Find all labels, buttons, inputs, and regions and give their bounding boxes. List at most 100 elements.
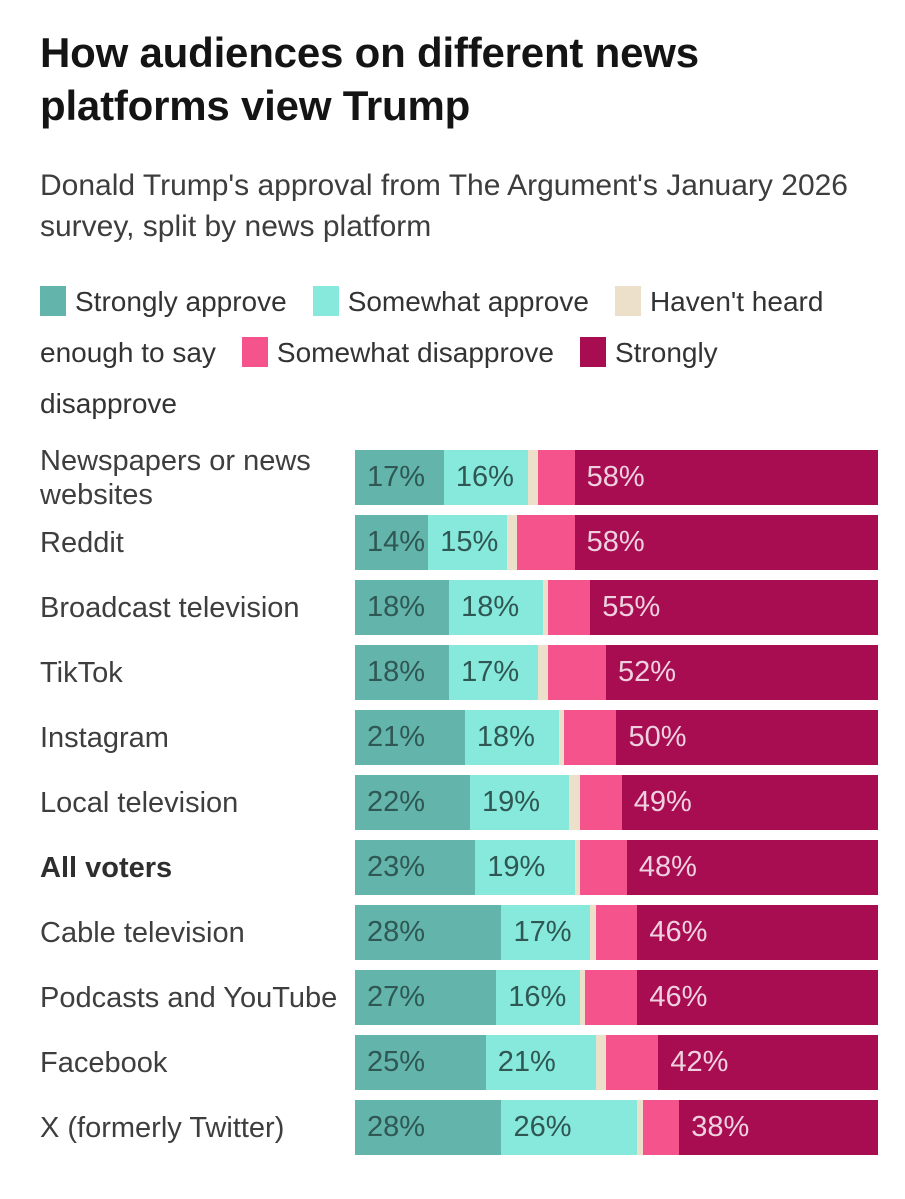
stacked-bar: 25% 21% 42% xyxy=(355,1035,878,1090)
stacked-bar: 14% 15% 58% xyxy=(355,515,878,570)
bar-value-label: 28% xyxy=(367,1111,426,1143)
bar-segment-somewhat-disapprove xyxy=(579,775,622,830)
bar-segment-strongly-approve: 25% xyxy=(355,1035,486,1090)
legend-item: Somewhat disapprove xyxy=(241,337,554,368)
legend-line: disapprove xyxy=(40,378,878,429)
chart-row: Reddit 14% 15% 58% xyxy=(40,515,878,570)
bar-segment-havent-heard xyxy=(574,840,580,895)
legend-swatch-strongly-disapprove xyxy=(579,337,606,367)
row-label: Reddit xyxy=(40,526,124,559)
bar-segment-strongly-approve: 22% xyxy=(355,775,471,830)
bar-value-label: 14% xyxy=(367,526,426,558)
bar-value-label: 18% xyxy=(367,591,426,623)
legend-swatch-havent-heard xyxy=(614,286,641,316)
bar-segment-strongly-disapprove: 38% xyxy=(679,1100,878,1155)
bar-segment-strongly-disapprove: 58% xyxy=(574,515,878,570)
bar-segment-somewhat-disapprove xyxy=(585,970,638,1025)
legend: Strongly approve Somewhat approve Haven't … xyxy=(40,276,878,429)
chart-row: Local television 22% 19% 49% xyxy=(40,775,878,830)
legend-label: Strongly xyxy=(614,337,718,368)
bar-segment-somewhat-disapprove xyxy=(564,710,617,765)
bar-value-label: 17% xyxy=(461,656,520,688)
stacked-bar: 27% 16% 46% xyxy=(355,970,878,1025)
bar-segment-somewhat-disapprove xyxy=(548,645,606,700)
bar-value-label: 19% xyxy=(482,786,541,818)
legend-swatch-strongly-approve xyxy=(40,286,66,316)
legend-item: Strongly xyxy=(579,337,718,368)
stacked-bar: 23% 19% 48% xyxy=(355,840,878,895)
bar-value-label: 58% xyxy=(586,526,645,558)
stacked-bar: 21% 18% 50% xyxy=(355,710,878,765)
bar-value-label: 25% xyxy=(367,1046,426,1078)
bar-value-label: 50% xyxy=(628,721,687,753)
chart-row: Cable television 28% 17% 46% xyxy=(40,905,878,960)
legend-label: Somewhat approve xyxy=(347,286,589,317)
bar-segment-somewhat-approve: 21% xyxy=(485,1035,596,1090)
legend-item: Strongly approve xyxy=(40,286,287,317)
stacked-bar: 22% 19% 49% xyxy=(355,775,878,830)
bar-segment-somewhat-approve: 26% xyxy=(501,1100,638,1155)
bar-value-label: 49% xyxy=(633,786,692,818)
row-label: Local television xyxy=(40,786,239,819)
row-label: All voters xyxy=(40,851,173,884)
row-label: Podcasts and YouTube xyxy=(40,981,338,1014)
bar-segment-strongly-disapprove: 46% xyxy=(637,905,878,960)
bar-segment-strongly-disapprove: 42% xyxy=(658,1035,878,1090)
bar-segment-strongly-approve: 27% xyxy=(355,970,497,1025)
bar-value-label: 28% xyxy=(367,916,426,948)
stacked-bar-chart: Newspapers or news websites 17% 16% 58% Redd… xyxy=(40,445,878,1155)
bar-segment-strongly-approve: 28% xyxy=(355,905,502,960)
bar-segment-strongly-disapprove: 52% xyxy=(606,645,878,700)
bar-value-label: 26% xyxy=(513,1111,572,1143)
bar-value-label: 17% xyxy=(367,461,426,493)
bar-value-label: 16% xyxy=(455,461,514,493)
legend-label: disapprove xyxy=(40,388,177,419)
bar-segment-somewhat-approve: 18% xyxy=(449,580,544,635)
bar-segment-somewhat-disapprove xyxy=(595,905,638,960)
bar-segment-somewhat-disapprove xyxy=(548,580,591,635)
chart-row: Podcasts and YouTube 27% 16% 46% xyxy=(40,970,878,1025)
bar-value-label: 42% xyxy=(670,1046,729,1078)
row-label: Instagram xyxy=(40,721,169,754)
bar-segment-strongly-approve: 21% xyxy=(355,710,465,765)
bar-segment-somewhat-approve: 17% xyxy=(501,905,591,960)
bar-segment-somewhat-disapprove xyxy=(517,515,575,570)
bar-segment-somewhat-disapprove xyxy=(642,1100,680,1155)
bar-segment-somewhat-approve: 19% xyxy=(470,775,570,830)
row-label: Facebook xyxy=(40,1046,168,1079)
bar-value-label: 38% xyxy=(691,1111,750,1143)
legend-label: Somewhat disapprove xyxy=(276,337,554,368)
chart-row: Facebook 25% 21% 42% xyxy=(40,1035,878,1090)
bar-value-label: 48% xyxy=(638,851,697,883)
bar-segment-strongly-disapprove: 58% xyxy=(574,450,878,505)
row-label: TikTok xyxy=(40,656,123,689)
stacked-bar: 18% 17% 52% xyxy=(355,645,878,700)
bar-segment-somewhat-approve: 19% xyxy=(475,840,575,895)
bar-segment-havent-heard xyxy=(558,710,565,765)
bar-segment-somewhat-disapprove xyxy=(538,450,575,505)
bar-value-label: 18% xyxy=(461,591,520,623)
bar-segment-havent-heard xyxy=(569,775,580,830)
stacked-bar: 28% 26% 38% xyxy=(355,1100,878,1155)
bar-segment-strongly-approve: 18% xyxy=(355,645,450,700)
bar-segment-strongly-disapprove: 48% xyxy=(626,840,878,895)
bar-segment-strongly-approve: 18% xyxy=(355,580,450,635)
bar-value-label: 19% xyxy=(487,851,546,883)
bar-segment-havent-heard xyxy=(527,450,539,505)
bar-segment-havent-heard xyxy=(538,645,549,700)
bar-value-label: 21% xyxy=(367,721,426,753)
chart-row: Broadcast television 18% 18% 55% xyxy=(40,580,878,635)
bar-value-label: 52% xyxy=(618,656,677,688)
bar-value-label: 46% xyxy=(649,981,708,1013)
bar-value-label: 58% xyxy=(586,461,645,493)
legend-label: Strongly approve xyxy=(75,286,287,317)
bar-segment-strongly-disapprove: 50% xyxy=(616,710,878,765)
stacked-bar: 18% 18% 55% xyxy=(355,580,878,635)
row-label: Newspapers or news websites xyxy=(40,444,311,511)
row-label: Broadcast television xyxy=(40,591,300,624)
bar-value-label: 18% xyxy=(367,656,426,688)
legend-label: enough to say xyxy=(40,337,216,368)
bar-segment-strongly-approve: 23% xyxy=(355,840,476,895)
bar-segment-havent-heard xyxy=(543,580,549,635)
